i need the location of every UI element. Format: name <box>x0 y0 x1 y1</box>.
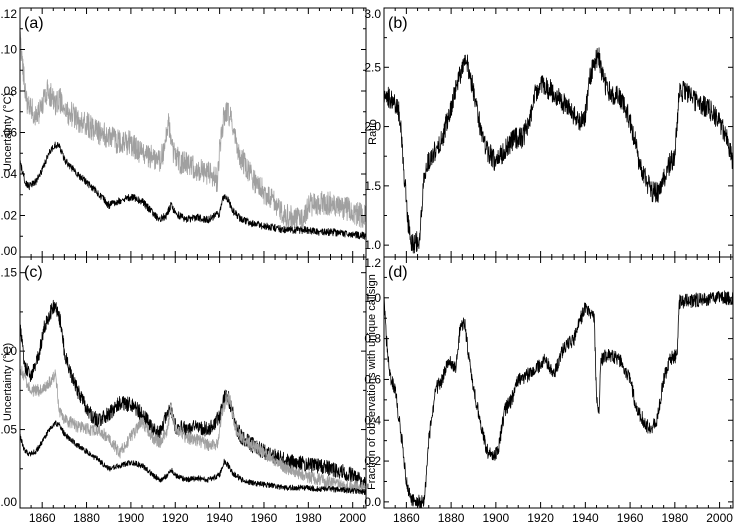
panel-b-label: (b) <box>388 15 408 32</box>
panel-d-xtick-label: 1860 <box>393 511 420 525</box>
panel-d-series-0 <box>384 290 733 508</box>
panel-a-ytick-label: 0.02 <box>0 209 17 223</box>
panel-a-series-1 <box>20 141 366 240</box>
panel-a-frame <box>19 7 367 258</box>
panel-d-ytick-label: 0.8 <box>364 332 381 346</box>
panel-c-xtick-label: 1920 <box>162 511 189 525</box>
panel-d-xtick-label: 1980 <box>661 511 688 525</box>
panel-d-xtick-label: 1880 <box>438 511 465 525</box>
panel-a-label: (a) <box>24 15 44 32</box>
panel-a-ytick-label: 0.08 <box>0 84 17 98</box>
panel-a-ylabel: Uncertainty (°C) <box>2 93 14 171</box>
panel-c-series-0 <box>20 299 366 489</box>
panel-a-ytick-label: 0.06 <box>0 126 17 140</box>
panel-d-frame <box>383 256 734 509</box>
panel-a-ytick-label: 0.12 <box>0 7 17 21</box>
panel-d-ytick-label: 0.6 <box>364 372 381 386</box>
panel-b-series-0 <box>384 47 733 254</box>
panel-c-plot-area <box>20 299 366 496</box>
panel-b: Ratio 1.0 1.5 2.0 2.5 3.0 (b) <box>364 7 734 258</box>
panel-b-frame <box>383 7 734 258</box>
panel-d-xtick-label: 1940 <box>572 511 599 525</box>
panel-c-xtick-label: 1960 <box>251 511 278 525</box>
panel-d-ytick-label: 0.4 <box>364 413 381 427</box>
panel-c-label: (c) <box>24 264 43 281</box>
panel-b-plot-area <box>384 47 733 254</box>
panel-d: Fraction of observations with unique cal… <box>364 256 734 525</box>
panel-c-series-2 <box>20 420 366 495</box>
panel-c-xtick-label: 1860 <box>29 511 56 525</box>
panel-b-ytick-label: 3.0 <box>364 7 381 21</box>
panel-a-ytick-label: 0.04 <box>0 167 17 181</box>
panel-d-label: (d) <box>388 264 408 281</box>
panel-d-ytick-label: 1.2 <box>364 256 381 270</box>
panel-c-xtick-label: 2000 <box>339 511 366 525</box>
panel-b-ytick-label: 2.5 <box>364 60 381 74</box>
panel-d-xtick-label: 1920 <box>527 511 554 525</box>
panel-c-ytick-label: 0.10 <box>0 344 17 358</box>
panel-c-series-1 <box>20 365 366 496</box>
panel-c-ylabel: Uncertainty (°C) <box>2 343 14 421</box>
panel-b-ytick-label: 1.0 <box>364 238 381 252</box>
panel-c-xtick-label: 1880 <box>73 511 100 525</box>
panel-c-ytick-label: 0.05 <box>0 423 17 437</box>
panel-a-ytick-label: 0.10 <box>0 43 17 57</box>
panel-d-ytick-label: 0.0 <box>364 495 381 509</box>
panel-d-ytick-label: 1.0 <box>364 291 381 305</box>
panel-c-ytick-label: 0.00 <box>0 495 17 509</box>
panel-c-ytick-label: 0.15 <box>0 266 17 280</box>
panel-a-ytick-label: 0.00 <box>0 244 17 258</box>
panel-c-frame <box>19 256 367 509</box>
panel-c-xtick-label: 1900 <box>118 511 145 525</box>
panel-c: Uncertainty (°C) 0.00 0.05 0.10 0.15 1860 188… <box>0 256 367 525</box>
panel-c-xtick-label: 1980 <box>295 511 322 525</box>
panel-d-ylabel: Fraction of observations with unique cal… <box>366 274 378 490</box>
panel-b-ytick-label: 1.5 <box>364 179 381 193</box>
panel-a-plot-area <box>20 31 366 240</box>
panel-a-series-0 <box>20 31 366 232</box>
panel-c-xtick-label: 1940 <box>206 511 233 525</box>
panel-b-ylabel: Ratio <box>367 119 379 145</box>
panel-d-plot-area <box>384 290 733 508</box>
panel-d-xtick-label: 1960 <box>617 511 644 525</box>
panel-b-ytick-label: 2.0 <box>364 120 381 134</box>
panel-d-xtick-label: 2000 <box>706 511 733 525</box>
panel-d-xtick-label: 1900 <box>483 511 510 525</box>
panel-a: Uncertainty (°C) 0.00 0.02 0.04 0.06 0.08 0.1… <box>0 7 367 258</box>
panel-d-ytick-label: 0.2 <box>364 454 381 468</box>
